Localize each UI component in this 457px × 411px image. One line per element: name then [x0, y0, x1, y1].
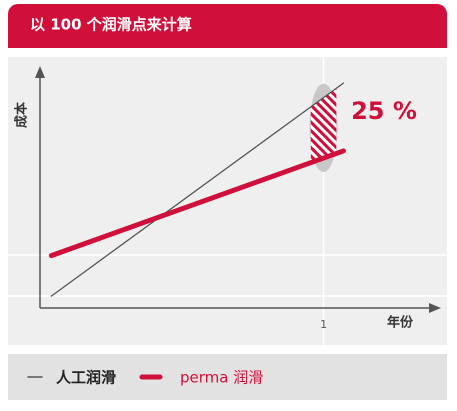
legend-bar [8, 354, 447, 400]
x-axis-label: 年份 [387, 315, 414, 331]
x-axis-arrow [429, 303, 441, 313]
x-tick-label: 1 [320, 318, 327, 331]
title-bar [8, 4, 447, 48]
legend-label: 人工润滑 [56, 369, 116, 387]
legend: 人工润滑 perma 润滑 [27, 369, 263, 387]
chart-title: 以 100 个润滑点来计算 [30, 16, 192, 34]
y-axis-arrow [35, 66, 45, 78]
series-line [48, 148, 346, 259]
plot: 1 [8, 57, 447, 345]
plot-background [8, 57, 447, 345]
y-axis-label: 成本 [14, 102, 30, 128]
legend-label: perma 润滑 [180, 369, 263, 387]
savings-hatch [310, 88, 337, 163]
annotation: 25 % [351, 97, 417, 125]
series-line [50, 82, 345, 297]
